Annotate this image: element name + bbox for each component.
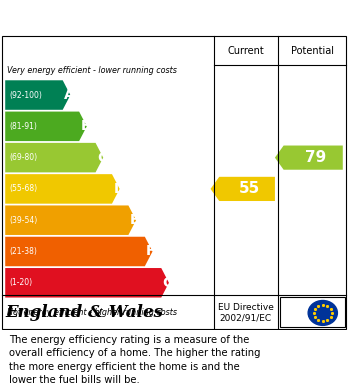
Text: Energy Efficiency Rating: Energy Efficiency Rating xyxy=(10,8,239,26)
Text: Current: Current xyxy=(228,46,264,56)
Text: Potential: Potential xyxy=(291,46,334,56)
Text: England & Wales: England & Wales xyxy=(5,305,163,321)
Text: D: D xyxy=(113,182,125,196)
Polygon shape xyxy=(5,237,152,266)
Polygon shape xyxy=(275,145,343,170)
Text: Not energy efficient - higher running costs: Not energy efficient - higher running co… xyxy=(7,308,177,317)
Polygon shape xyxy=(5,143,103,172)
Circle shape xyxy=(308,301,337,325)
Text: (92-100): (92-100) xyxy=(9,91,42,100)
Text: (81-91): (81-91) xyxy=(9,122,37,131)
Text: The energy efficiency rating is a measure of the
overall efficiency of a home. T: The energy efficiency rating is a measur… xyxy=(9,335,260,385)
Bar xyxy=(280,297,345,327)
Polygon shape xyxy=(5,111,87,141)
Text: (21-38): (21-38) xyxy=(9,247,37,256)
Text: (1-20): (1-20) xyxy=(9,278,32,287)
Text: 79: 79 xyxy=(305,150,326,165)
Text: F: F xyxy=(146,244,156,258)
Text: 55: 55 xyxy=(239,181,260,196)
Text: G: G xyxy=(163,276,174,290)
Text: A: A xyxy=(64,88,75,102)
Text: EU Directive
2002/91/EC: EU Directive 2002/91/EC xyxy=(218,303,274,323)
Text: C: C xyxy=(97,151,107,165)
Text: Very energy efficient - lower running costs: Very energy efficient - lower running co… xyxy=(7,66,177,75)
Polygon shape xyxy=(211,177,275,201)
Polygon shape xyxy=(5,268,169,298)
Polygon shape xyxy=(5,80,70,110)
Polygon shape xyxy=(5,174,120,204)
Text: (69-80): (69-80) xyxy=(9,153,38,162)
Polygon shape xyxy=(5,205,136,235)
Text: B: B xyxy=(80,119,91,133)
Text: E: E xyxy=(130,213,139,227)
Text: (39-54): (39-54) xyxy=(9,216,38,225)
Text: (55-68): (55-68) xyxy=(9,185,38,194)
